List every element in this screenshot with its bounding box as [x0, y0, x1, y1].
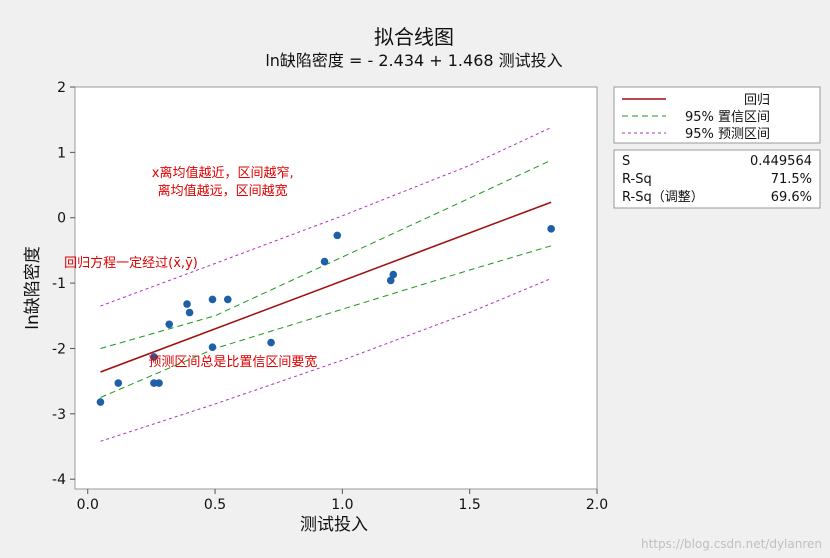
annotation-text: x离均值越近，区间越窄,	[152, 165, 294, 181]
x-tick-label: 1.5	[459, 497, 481, 513]
data-point	[320, 257, 329, 266]
data-point	[96, 398, 105, 406]
data-point	[155, 379, 163, 387]
x-tick-label: 2.0	[586, 497, 608, 513]
x-axis-label: 测试投入	[300, 515, 368, 535]
legend-label: 95% 置信区间	[685, 110, 770, 125]
chart-title: 拟合线图	[374, 25, 454, 49]
stat-value: 0.449564	[750, 154, 812, 169]
x-tick-label: 0.5	[204, 497, 226, 513]
regression-line	[100, 201, 552, 373]
data-point	[208, 295, 217, 304]
y-tick-label: -2	[52, 341, 66, 357]
x-tick-label: 1.0	[331, 497, 353, 513]
y-tick-label: 1	[57, 145, 66, 161]
stat-value: 69.6%	[771, 190, 812, 205]
data-point	[267, 338, 275, 347]
legend-label: 95% 预测区间	[685, 127, 770, 142]
y-axis-label: ln缺陷密度	[23, 246, 43, 330]
data-point	[223, 295, 232, 304]
stat-label: S	[622, 154, 630, 169]
data-point	[389, 270, 398, 279]
stats-box	[613, 149, 821, 209]
data-point	[386, 276, 395, 285]
x-tick-label: 0.0	[77, 497, 99, 513]
confidence-interval-lower-line	[100, 245, 552, 398]
data-point	[114, 379, 123, 387]
legend-label: 回归	[744, 93, 770, 108]
data-point	[208, 343, 217, 351]
legend-box	[613, 86, 821, 144]
prediction-interval-lower-line	[100, 278, 552, 442]
y-tick-label: -4	[52, 472, 66, 488]
annotation-text: 预测区间总是比置信区间要宽	[148, 354, 317, 370]
plot-area	[74, 86, 598, 490]
data-point	[333, 231, 342, 240]
y-tick-label: 0	[57, 211, 66, 227]
annotation-text: 回归方程一定经过(x̄,ȳ)	[64, 255, 198, 271]
data-point	[185, 308, 194, 317]
stat-value: 71.5%	[771, 172, 812, 187]
chart-subtitle: ln缺陷密度 = - 2.434 + 1.468 测试投入	[265, 51, 562, 70]
data-point	[547, 225, 555, 233]
stat-label: R-Sq	[622, 172, 652, 187]
annotation-text: 离均值越远，区间越宽	[158, 183, 288, 199]
watermark: https://blog.csdn.net/dylanren	[641, 537, 822, 551]
y-tick-label: -1	[52, 276, 66, 292]
prediction-interval-upper-line	[100, 127, 552, 307]
stat-label: R-Sq（调整）	[622, 190, 704, 205]
data-point	[150, 353, 158, 361]
data-point	[183, 300, 191, 308]
data-point	[165, 320, 174, 329]
y-tick-label: 2	[57, 80, 66, 96]
y-tick-label: -3	[52, 407, 66, 423]
